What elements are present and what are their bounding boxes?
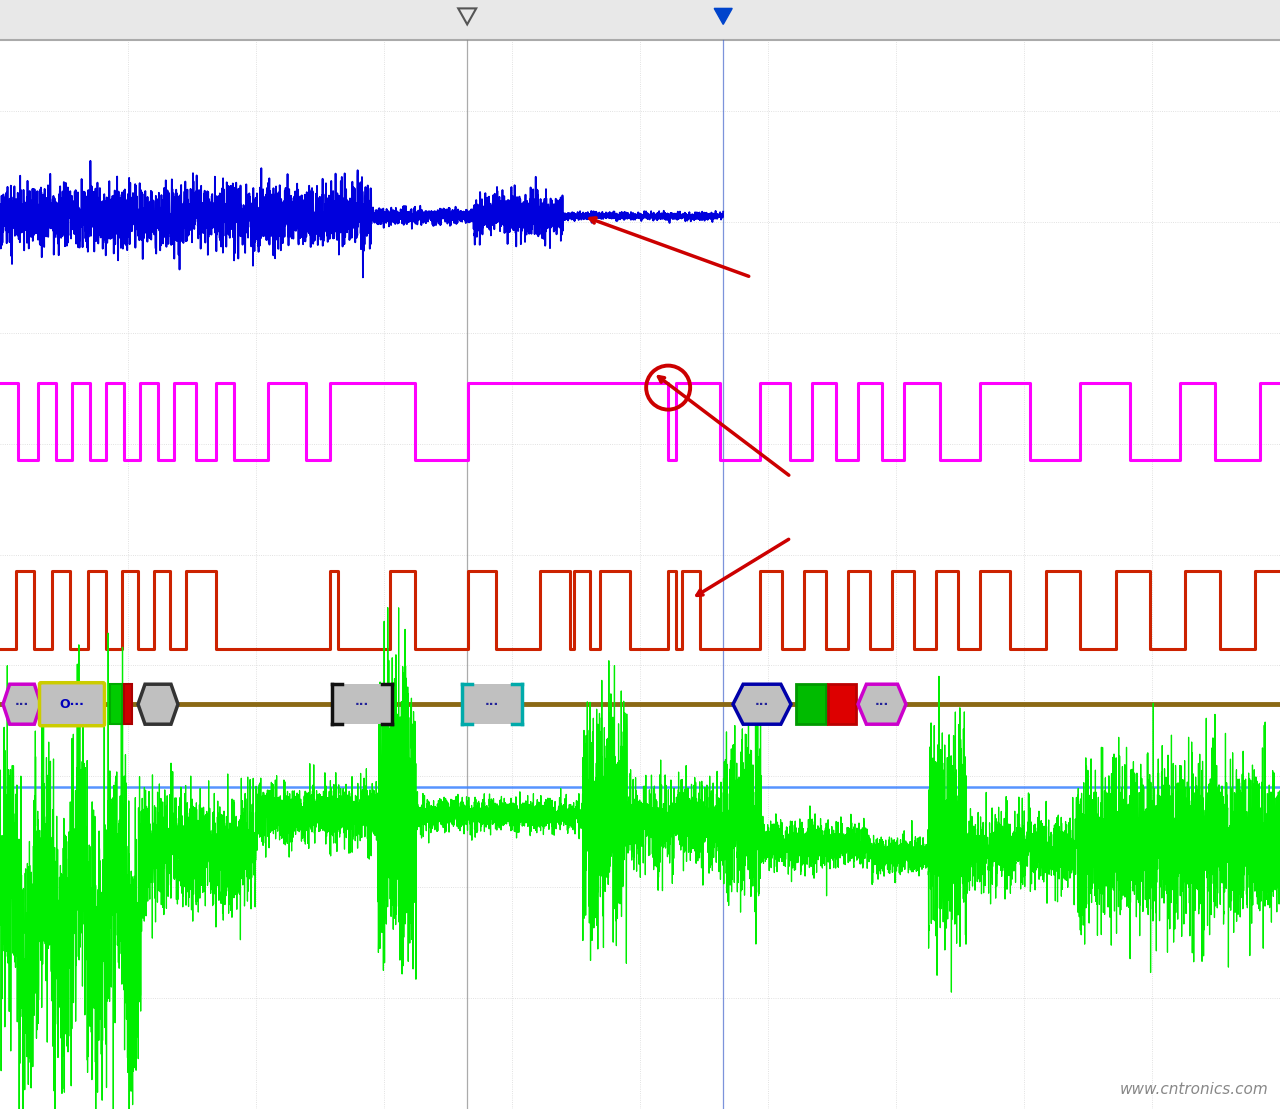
Polygon shape bbox=[714, 9, 732, 24]
Polygon shape bbox=[138, 684, 178, 724]
Text: O···: O··· bbox=[60, 698, 84, 711]
FancyBboxPatch shape bbox=[40, 683, 105, 725]
Polygon shape bbox=[3, 684, 41, 724]
Text: ···: ··· bbox=[755, 698, 769, 711]
Text: www.cntronics.com: www.cntronics.com bbox=[1119, 1082, 1268, 1097]
Bar bbox=[332, 684, 392, 724]
Bar bbox=[124, 684, 132, 724]
Bar bbox=[462, 684, 522, 724]
Text: ···: ··· bbox=[485, 698, 499, 711]
Bar bbox=[0, 0, 1280, 40]
Text: ···: ··· bbox=[15, 698, 29, 711]
Bar bbox=[828, 684, 856, 724]
Bar bbox=[796, 684, 826, 724]
Text: ···: ··· bbox=[355, 698, 369, 711]
Text: ···: ··· bbox=[874, 698, 890, 711]
Polygon shape bbox=[733, 684, 791, 724]
Bar bbox=[110, 684, 122, 724]
Polygon shape bbox=[858, 684, 906, 724]
